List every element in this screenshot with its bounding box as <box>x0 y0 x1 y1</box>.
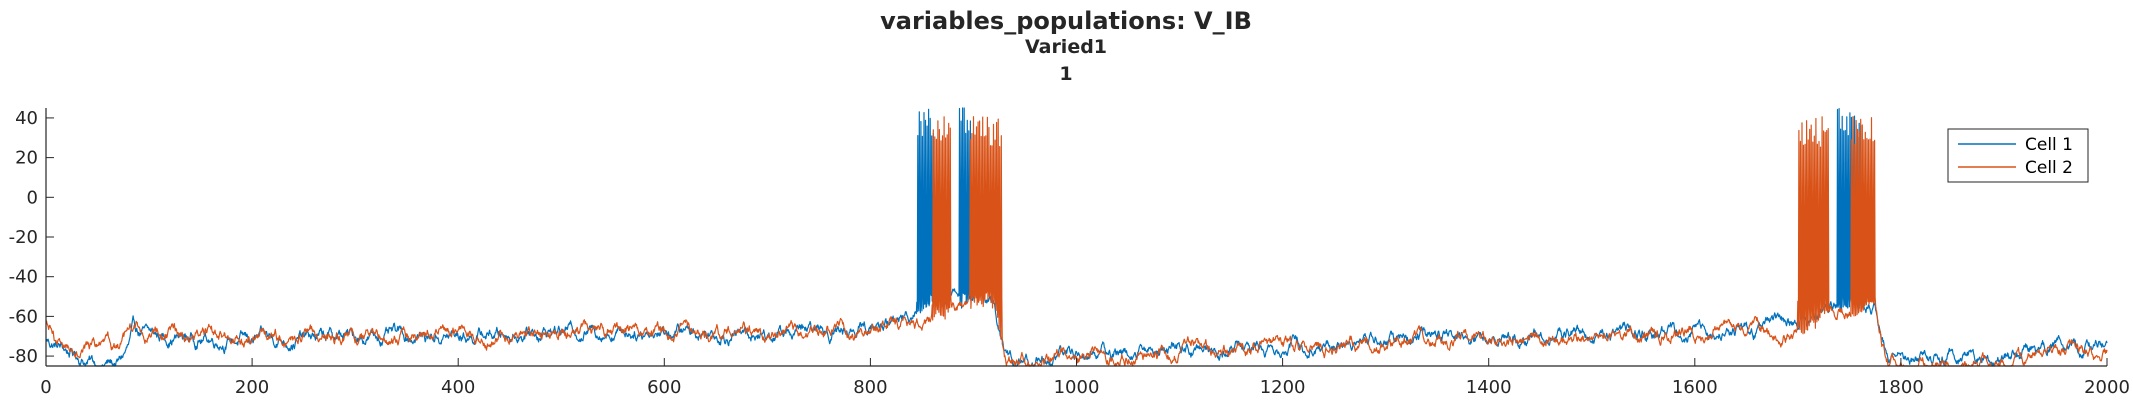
legend-label-cell-2: Cell 2 <box>2025 158 2073 178</box>
series-line-cell-2 <box>45 116 2108 367</box>
x-tick-label: 1800 <box>1878 377 1924 398</box>
x-ticks: 0 200 400 600 800 1000 1200 1400 1600 1800 2000 <box>40 358 2130 398</box>
chart-subtitle-2: 1 <box>1059 63 1072 85</box>
y-tick-label: -60 <box>9 306 38 327</box>
legend-box <box>1947 128 2089 183</box>
x-tick-label: 0 <box>40 377 51 398</box>
plot-area <box>45 107 2108 367</box>
y-ticks: -80 -60 -40 -20 0 20 40 <box>9 108 54 367</box>
series-line-cell-1 <box>45 107 2108 367</box>
x-tick-label: 200 <box>235 377 269 398</box>
chart-subtitle: Varied1 <box>1025 36 1107 58</box>
x-tick-label: 600 <box>647 377 681 398</box>
x-tick-label: 1600 <box>1672 377 1718 398</box>
chart-title: variables_populations: V_IB <box>880 7 1252 35</box>
legend-label-cell-1: Cell 1 <box>2025 135 2073 155</box>
legend[interactable]: Cell 1 Cell 2 <box>1947 128 2089 183</box>
y-tick-label: 40 <box>15 108 38 129</box>
x-tick-label: 400 <box>441 377 475 398</box>
series-lines <box>45 107 2108 367</box>
y-tick-label: 20 <box>15 148 38 169</box>
x-tick-label: 800 <box>853 377 887 398</box>
y-tick-label: -80 <box>9 346 38 367</box>
x-tick-label: 2000 <box>2084 377 2130 398</box>
axes: 0 200 400 600 800 1000 1200 1400 1600 1800 2000 -8… <box>9 108 2130 398</box>
x-tick-label: 1000 <box>1054 377 1100 398</box>
y-tick-label: 0 <box>27 187 38 208</box>
y-tick-label: -40 <box>9 267 38 288</box>
x-tick-label: 1200 <box>1260 377 1306 398</box>
y-tick-label: -20 <box>9 227 38 248</box>
x-tick-label: 1400 <box>1466 377 1512 398</box>
